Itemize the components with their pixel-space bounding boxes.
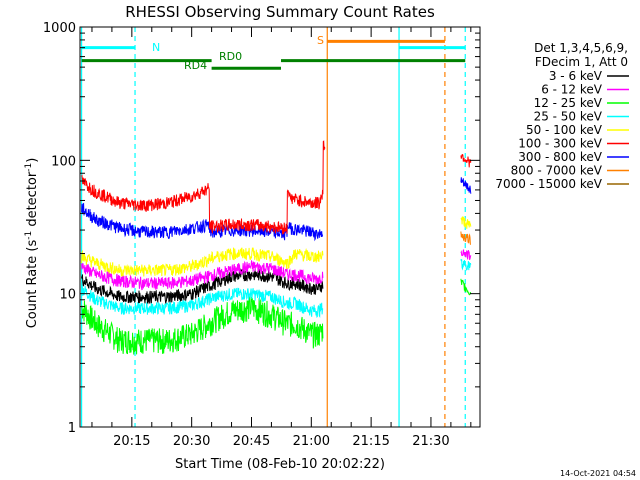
plot-frame: [79, 26, 481, 428]
series-line-after-gap-6: [460, 278, 472, 296]
rd4-flag-label: RD4: [184, 59, 207, 72]
series-line-after-gap-2: [460, 216, 472, 229]
generated-timestamp: 14-Oct-2021 04:54: [560, 469, 636, 478]
axes: [79, 26, 481, 428]
legend-label-8: 7000 - 15000 keV: [495, 177, 602, 191]
x-tick-label-3: 21:00: [293, 434, 330, 449]
series-line-25-50-kev: [81, 284, 324, 318]
legend-label-5: 100 - 300 keV: [518, 137, 602, 151]
series-line-6-12-kev: [81, 259, 324, 291]
series-line-after-gap-3: [460, 231, 471, 245]
x-tick-label-1: 20:30: [173, 434, 210, 449]
y-tick-label-0: 1: [68, 421, 76, 436]
series-line-12-25-kev: [81, 295, 324, 355]
series-line-after-gap-4: [460, 249, 472, 260]
x-tick-label-2: 20:45: [233, 434, 270, 449]
x-axis-label: Start Time (08-Feb-10 20:02:22): [175, 457, 385, 472]
legend-header-line-1: Det 1,3,4,5,6,9,: [534, 41, 628, 55]
series-line-50-100-kev: [81, 247, 324, 277]
chart-title: RHESSI Observing Summary Count Rates: [125, 3, 435, 21]
x-tick-label-0: 20:15: [113, 434, 150, 449]
x-tick-label-4: 21:15: [352, 434, 389, 449]
series-line-3-6-kev: [81, 268, 324, 305]
legend-header-line-2: FDecim 1, Att 0: [535, 55, 628, 69]
legend: Det 1,3,4,5,6,9, FDecim 1, Att 0 3 - 6 k…: [495, 41, 629, 191]
legend-label-7: 800 - 7000 keV: [511, 164, 603, 178]
y-axis-label: Count Rate (s-1 detector-1): [24, 158, 40, 329]
saa-flag-label: S: [317, 34, 324, 47]
legend-label-4: 50 - 100 keV: [526, 123, 603, 137]
series-line-after-gap-5: [460, 259, 472, 271]
legend-label-1: 6 - 12 keV: [541, 83, 603, 97]
y-tick-label-3: 1000: [43, 21, 76, 36]
series-layer: [81, 140, 472, 355]
rd0-flag-label: RD0: [219, 50, 242, 63]
legend-label-2: 12 - 25 keV: [534, 96, 603, 110]
axis-ticks: 1 10 100 1000 20:15 20:30 20:45 21:00 21:15 21:30: [43, 21, 480, 449]
x-tick-label-5: 21:30: [412, 434, 449, 449]
series-line-after-gap-0: [460, 154, 472, 168]
series-line-100-300-kev: [81, 140, 326, 235]
y-tick-label-1: 10: [59, 288, 76, 303]
y-tick-label-2: 100: [51, 154, 76, 169]
flag-bars: [81, 39, 466, 70]
legend-label-3: 25 - 50 keV: [534, 110, 603, 124]
night-flag-label: N: [152, 41, 160, 54]
series-line-after-gap-1: [460, 177, 472, 194]
legend-label-6: 300 - 800 keV: [518, 150, 602, 164]
legend-label-0: 3 - 6 keV: [549, 69, 603, 83]
